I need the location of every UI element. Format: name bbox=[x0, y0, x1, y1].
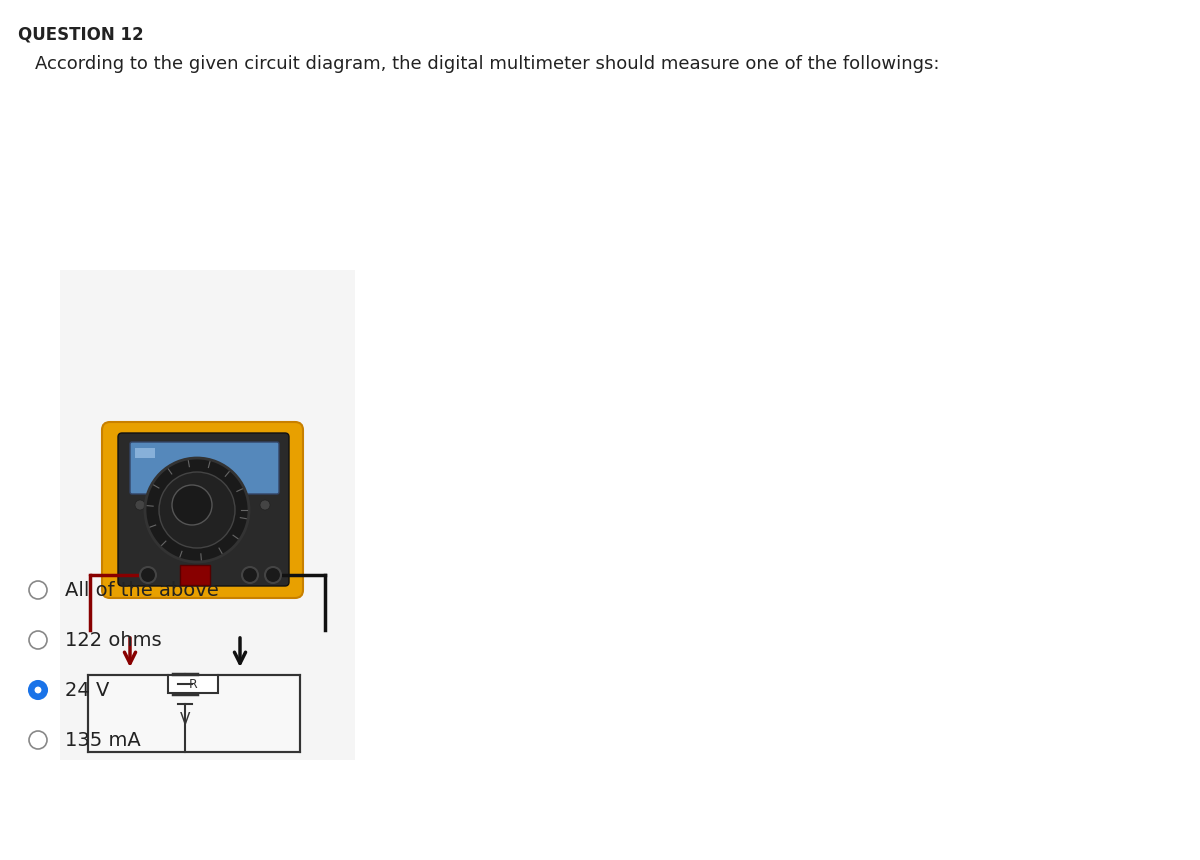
Bar bbox=[88, 675, 300, 752]
Circle shape bbox=[29, 681, 47, 699]
Circle shape bbox=[29, 631, 47, 649]
Circle shape bbox=[265, 567, 281, 583]
Circle shape bbox=[185, 500, 194, 510]
Bar bbox=[180, 565, 210, 585]
Text: 24 V: 24 V bbox=[65, 680, 109, 699]
Circle shape bbox=[140, 567, 156, 583]
Bar bbox=[60, 270, 355, 760]
Wedge shape bbox=[145, 458, 250, 562]
Circle shape bbox=[134, 500, 145, 510]
Text: 135 mA: 135 mA bbox=[65, 730, 140, 750]
Circle shape bbox=[260, 500, 270, 510]
Text: All of the above: All of the above bbox=[65, 580, 218, 599]
Text: 122 ohms: 122 ohms bbox=[65, 630, 162, 649]
Circle shape bbox=[29, 731, 47, 749]
FancyBboxPatch shape bbox=[118, 433, 289, 586]
Text: R: R bbox=[188, 678, 197, 691]
Circle shape bbox=[242, 567, 258, 583]
Wedge shape bbox=[172, 485, 212, 525]
FancyBboxPatch shape bbox=[102, 422, 302, 598]
Text: QUESTION 12: QUESTION 12 bbox=[18, 25, 144, 43]
Circle shape bbox=[35, 686, 42, 693]
FancyBboxPatch shape bbox=[130, 442, 278, 494]
Bar bbox=[168, 675, 218, 693]
Text: According to the given circuit diagram, the digital multimeter should measure on: According to the given circuit diagram, … bbox=[35, 55, 940, 73]
Wedge shape bbox=[158, 472, 235, 548]
Circle shape bbox=[160, 500, 170, 510]
Circle shape bbox=[235, 500, 245, 510]
Text: V: V bbox=[180, 712, 190, 728]
Circle shape bbox=[210, 500, 220, 510]
Bar bbox=[134, 448, 155, 458]
Circle shape bbox=[29, 581, 47, 599]
